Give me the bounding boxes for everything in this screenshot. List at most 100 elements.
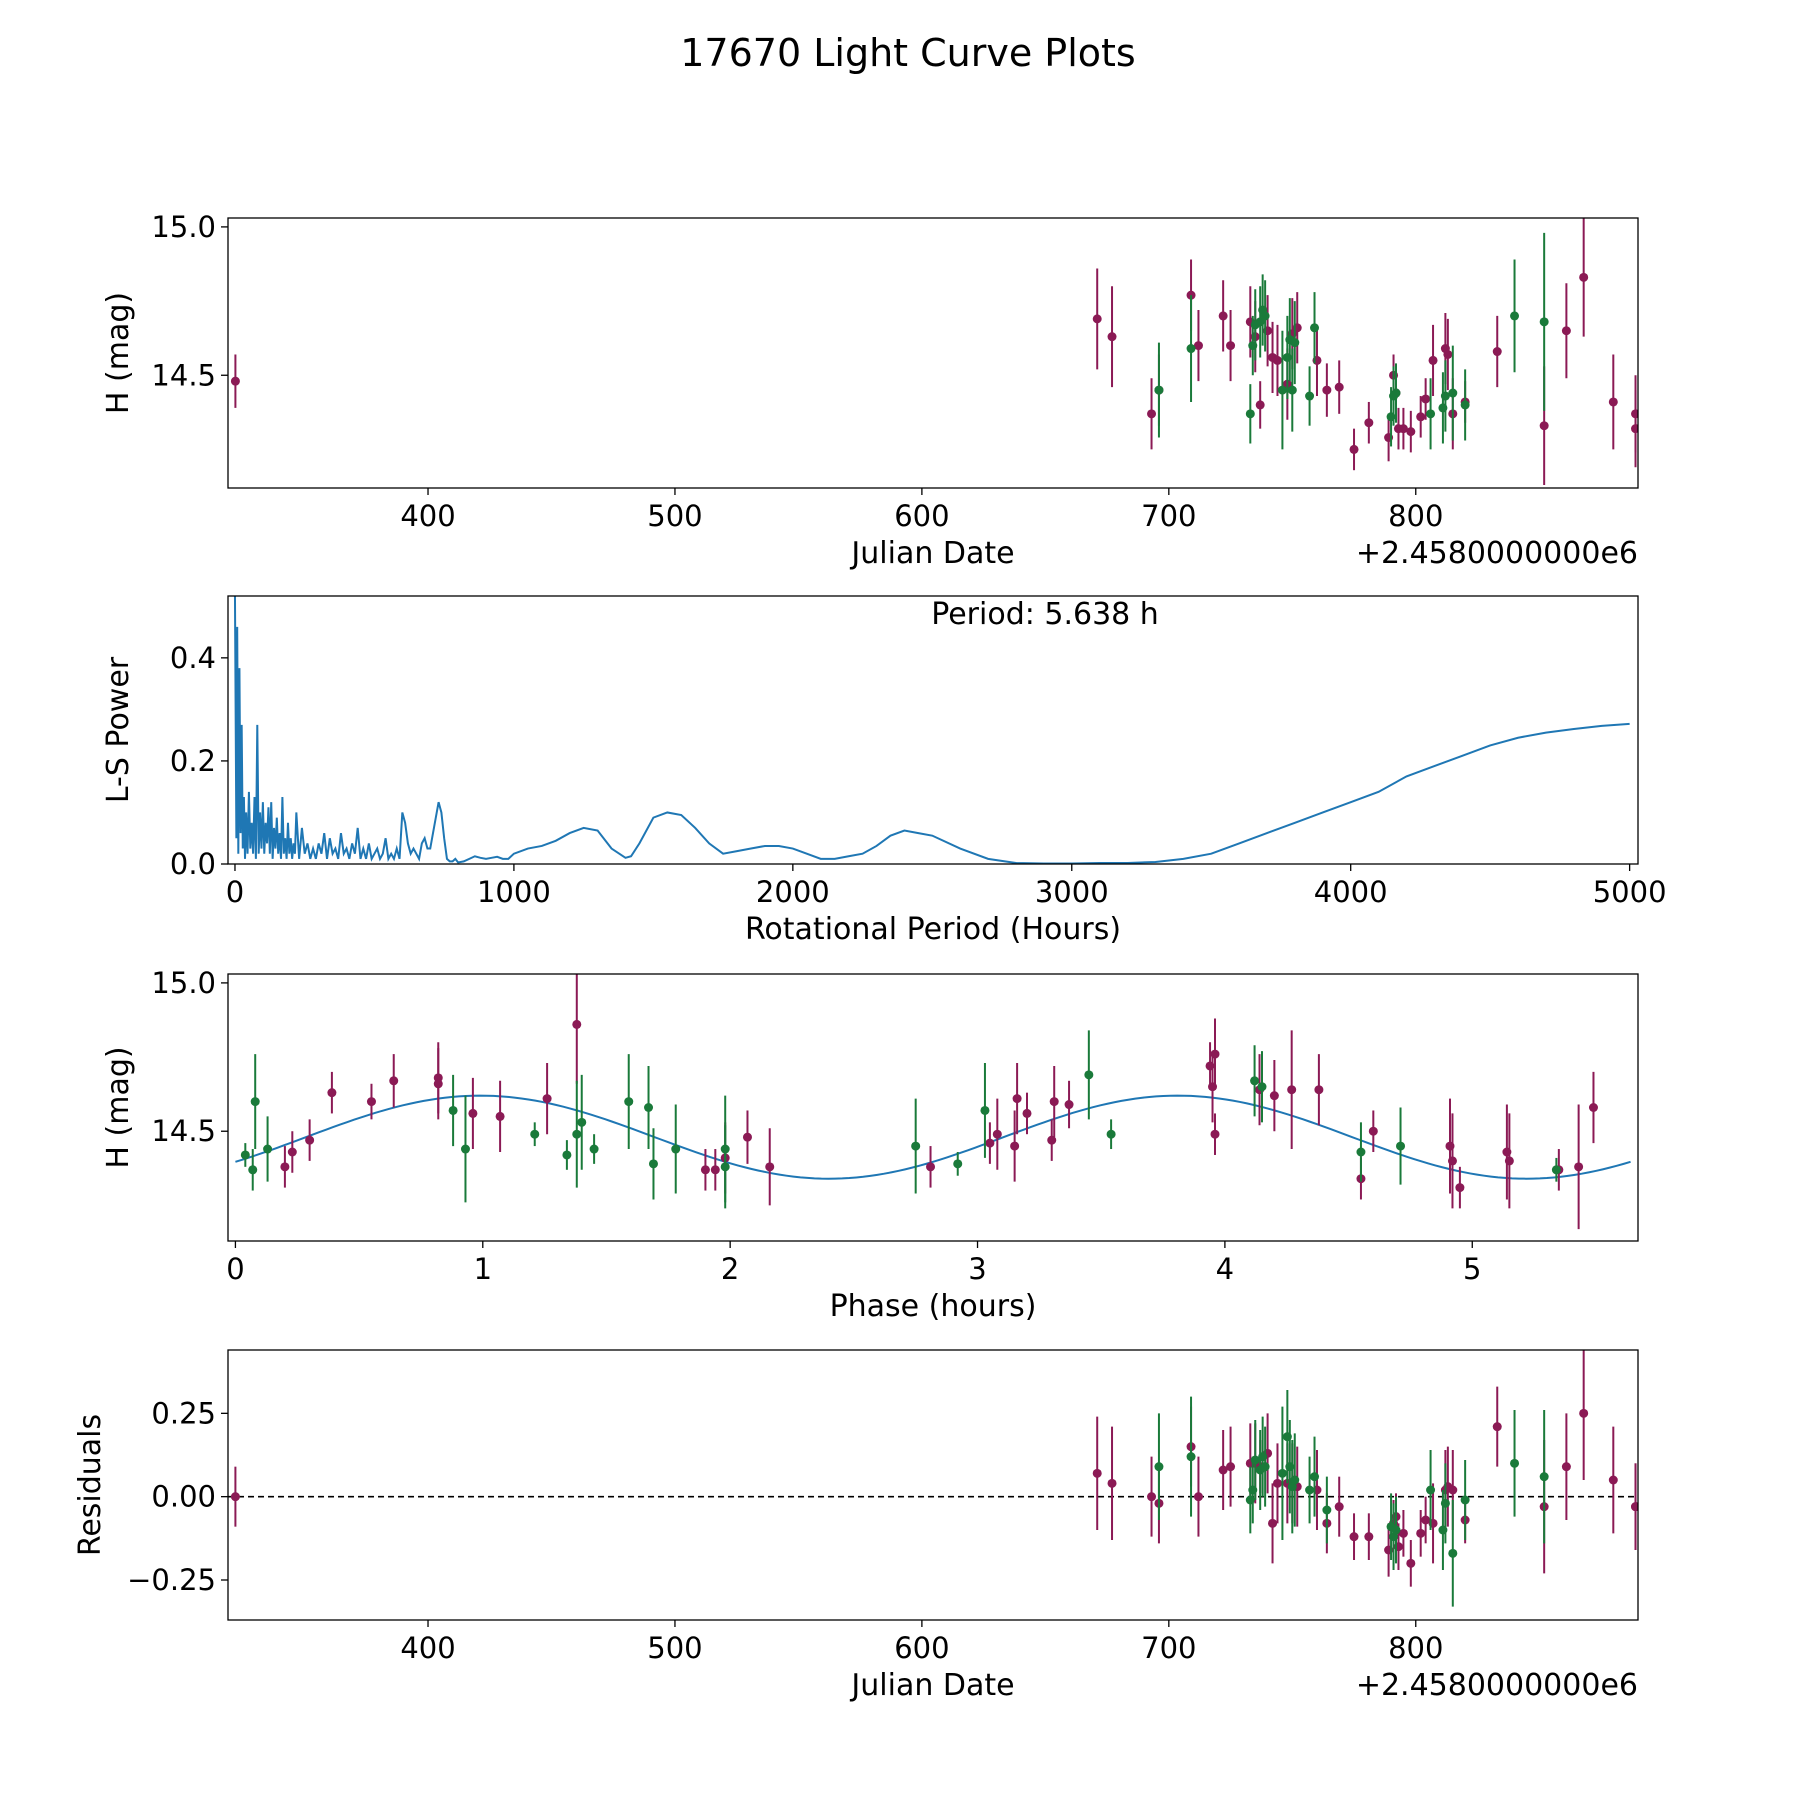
data-point (1349, 444, 1359, 454)
series-green (1154, 232, 1549, 450)
data-point (953, 1159, 963, 1169)
axes-frame (227, 973, 1639, 1242)
x-tick-label: 400 (400, 499, 455, 533)
data-point (1310, 323, 1320, 333)
data-point (389, 1076, 399, 1086)
x-tick-label: 800 (1388, 1631, 1443, 1665)
y-axis-label: L-S Power (101, 656, 136, 803)
data-point (1210, 1049, 1220, 1059)
data-point (1396, 1141, 1406, 1151)
data-point (1322, 1505, 1332, 1515)
data-point (1574, 1162, 1584, 1172)
data-point (1147, 409, 1157, 419)
x-tick-label: 4000 (1314, 875, 1388, 909)
fit-curve (235, 1094, 1631, 1180)
x-tick-label: 600 (894, 499, 949, 533)
series-purple (230, 1350, 1638, 1587)
data-point (1510, 1458, 1520, 1468)
data-point (287, 1147, 297, 1157)
period-annotation: Period: 5.638 h (931, 597, 1159, 632)
data-point (1022, 1108, 1032, 1118)
y-axis-label: H (mag) (101, 1046, 136, 1168)
data-point (1364, 418, 1374, 428)
x-axis-label: Phase (hours) (830, 1289, 1037, 1324)
data-point (911, 1141, 921, 1151)
data-point (1448, 1548, 1458, 1558)
data-point (1416, 412, 1426, 422)
x-tick-label: 0 (226, 875, 244, 909)
data-point (1277, 1468, 1287, 1478)
data-point (1460, 1495, 1470, 1505)
x-tick-label: 2 (721, 1252, 739, 1286)
y-tick-label: −0.25 (127, 1563, 216, 1597)
x-tick-label: 5 (1463, 1252, 1481, 1286)
data-point (1255, 400, 1265, 410)
data-point (1010, 1141, 1020, 1151)
data-point (1421, 1515, 1431, 1525)
data-point (572, 1129, 582, 1139)
data-point (710, 1165, 720, 1175)
y-axis-label: Residuals (73, 1414, 108, 1556)
data-point (1492, 347, 1502, 357)
x-tick-label: 700 (1141, 499, 1196, 533)
data-point (1539, 1472, 1549, 1482)
data-point (1322, 385, 1332, 395)
series-line-power (233, 596, 1630, 864)
data-point (1510, 311, 1520, 321)
series-purple (230, 218, 1638, 486)
data-point (1186, 344, 1196, 354)
x-offset-label: +2.4580000000e6 (1356, 1668, 1638, 1703)
axes-frame (227, 1349, 1639, 1621)
data-point (1608, 397, 1618, 407)
y-tick-label: 0.2 (170, 744, 216, 778)
x-tick-label: 800 (1388, 499, 1443, 533)
data-point (1561, 326, 1571, 336)
data-point (1460, 400, 1470, 410)
data-point (1287, 1085, 1297, 1095)
data-point (1391, 1525, 1401, 1535)
panel-phase: 0 1 2 3 4 5 14.5 15.0 Phase (hours) H (mag) (101, 966, 1639, 1324)
axes-frame (227, 595, 1639, 865)
data-point (742, 1132, 752, 1142)
data-point (1049, 1097, 1059, 1107)
data-point (530, 1129, 540, 1139)
data-point (1226, 1462, 1236, 1472)
data-point (1428, 355, 1438, 365)
data-point (305, 1135, 315, 1145)
data-point (1012, 1094, 1022, 1104)
data-point (1391, 388, 1401, 398)
data-point (460, 1144, 470, 1154)
x-tick-label: 600 (894, 1631, 949, 1665)
y-tick-label: 15.0 (151, 210, 216, 244)
data-point (1314, 1085, 1324, 1095)
data-point (1064, 1100, 1074, 1110)
data-point (1631, 1502, 1638, 1512)
data-point (1186, 1452, 1196, 1462)
data-point (644, 1103, 654, 1112)
data-point (1492, 1422, 1502, 1432)
series-purple (280, 974, 1598, 1230)
data-point (1107, 332, 1117, 342)
data-point (720, 1162, 730, 1172)
x-tick-label: 1 (474, 1252, 492, 1286)
data-point (1290, 1475, 1300, 1485)
data-point (1539, 421, 1549, 431)
data-point (1447, 1156, 1457, 1166)
data-point (448, 1105, 458, 1115)
data-point (1406, 1558, 1416, 1568)
series-green (240, 1030, 1561, 1209)
y-tick-label: 14.5 (151, 1114, 216, 1148)
data-point (1257, 1082, 1267, 1092)
data-point (1272, 355, 1282, 365)
data-point (1193, 341, 1203, 351)
x-tick-label: 5000 (1593, 875, 1667, 909)
data-point (248, 1165, 258, 1175)
data-point (1154, 385, 1164, 395)
figure-title: 17670 Light Curve Plots (680, 31, 1135, 75)
x-tick-label: 500 (647, 499, 702, 533)
data-point (1356, 1147, 1366, 1157)
data-point (1631, 424, 1638, 434)
data-point (1310, 1472, 1320, 1482)
y-tick-label: 14.5 (151, 358, 216, 392)
